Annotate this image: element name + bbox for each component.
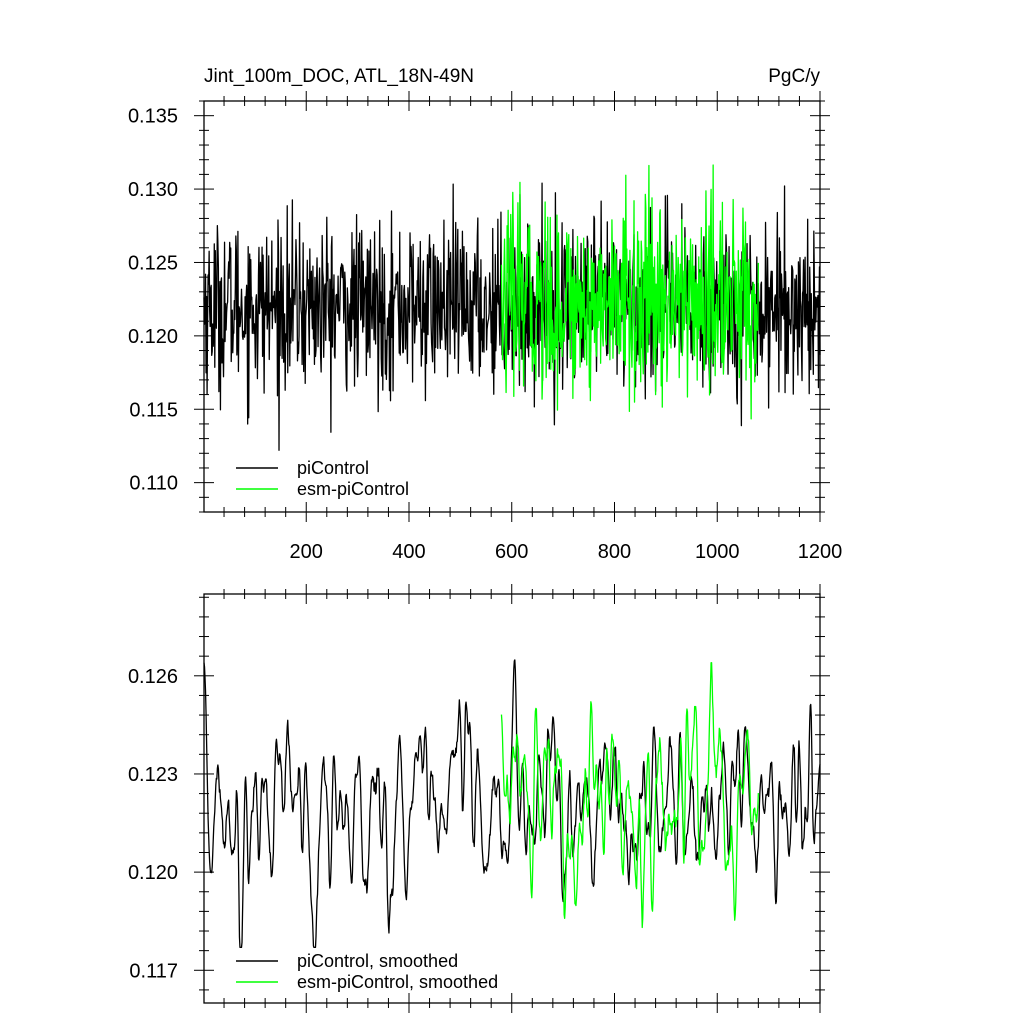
y-tick-label: 0.120: [128, 862, 178, 884]
axes: 0.117 0.120 0.123 0.126: [128, 584, 830, 1013]
series-line-1: [500, 662, 759, 929]
chart-title: Jint_100m_DOC, ATL_18N-49N: [204, 66, 474, 87]
y-tick-label: 0.125: [128, 252, 178, 274]
y-tick-label: 0.130: [128, 179, 178, 201]
y-tick-label: 0.123: [128, 764, 178, 786]
y-tick-label: 0.110: [129, 473, 178, 495]
y-tick-label: 0.117: [129, 960, 178, 982]
series-group: [203, 164, 821, 451]
legend-label: piControl, smoothed: [297, 951, 458, 971]
x-tick-label: 400: [392, 541, 425, 563]
legend-label: esm-piControl: [297, 479, 409, 499]
series-group: [203, 659, 821, 949]
top-panel: Jint_100m_DOC, ATL_18N-49N PgC/y 200 400 6…: [128, 66, 842, 563]
axes: 200 400 600 800 1000 1200 0.110 0.115 0.120 0.125…: [128, 91, 842, 563]
y-tick-label: 0.126: [128, 666, 178, 688]
units-label: PgC/y: [768, 66, 820, 87]
legend-label: piControl: [297, 458, 369, 478]
y-tick-label: 0.135: [128, 106, 178, 128]
legend-label: esm-piControl, smoothed: [297, 972, 498, 992]
plot-frame: [203, 593, 821, 1004]
x-tick-label: 200: [290, 541, 323, 563]
y-tick-label: 0.115: [129, 399, 178, 421]
y-tick-label: 0.120: [128, 326, 178, 348]
x-tick-label: 1000: [695, 541, 740, 563]
x-tick-label: 1200: [798, 541, 843, 563]
series-line-0: [203, 659, 821, 949]
bottom-panel: 0.117 0.120 0.123 0.126 piControl, smoothed…: [128, 584, 830, 1013]
x-tick-label: 800: [598, 541, 631, 563]
series-line-1: [500, 164, 759, 420]
x-tick-label: 600: [495, 541, 528, 563]
